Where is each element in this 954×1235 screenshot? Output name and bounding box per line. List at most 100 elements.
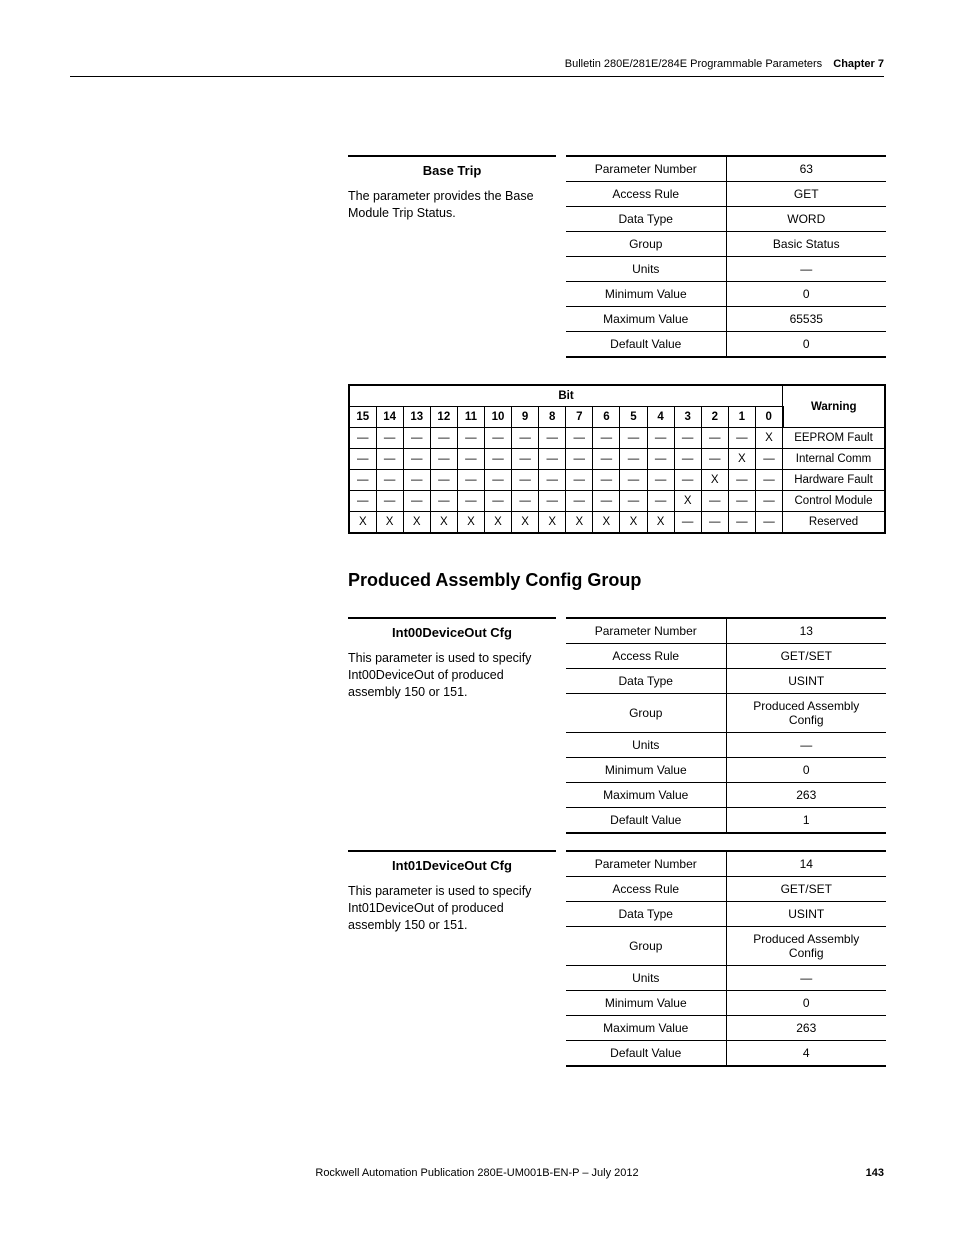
param-int00-right: Parameter Number13Access RuleGET/SETData… (566, 617, 886, 834)
warning-cell: Internal Comm (783, 449, 886, 470)
param-basetrip-right: Parameter Number63Access RuleGETData Typ… (566, 155, 886, 358)
attr-row: Access RuleGET (566, 182, 886, 207)
bit-cell: — (539, 428, 566, 449)
attr-key: Minimum Value (566, 282, 726, 307)
bit-col-header: 2 (701, 407, 728, 428)
bit-cell: — (620, 470, 647, 491)
attr-row: Maximum Value263 (566, 783, 886, 808)
footer: Rockwell Automation Publication 280E-UM0… (0, 1167, 954, 1179)
bit-row: ——————————————X—Internal Comm (349, 449, 885, 470)
param-basetrip-left: Base Trip The parameter provides the Bas… (348, 155, 566, 358)
bit-cell: — (755, 449, 782, 470)
bit-cell: — (728, 470, 755, 491)
bit-cell: X (457, 512, 484, 534)
bit-col-header: 15 (349, 407, 376, 428)
param-int01-name: Int01DeviceOut Cfg (348, 850, 556, 879)
bit-cell: — (755, 512, 782, 534)
attr-row: Default Value4 (566, 1041, 886, 1067)
warning-header: Warning (783, 385, 886, 428)
attr-value: 4 (726, 1041, 886, 1067)
attr-value: 13 (726, 618, 886, 644)
bit-cell: — (566, 449, 593, 470)
bit-table: Bit Warning 1514131211109876543210 —————… (348, 384, 886, 534)
attr-key: Maximum Value (566, 783, 726, 808)
attr-value: 63 (726, 156, 886, 182)
bit-cell: — (484, 470, 511, 491)
attr-value: USINT (726, 669, 886, 694)
attr-key: Default Value (566, 808, 726, 834)
attr-value: 14 (726, 851, 886, 877)
param-int01-table: Parameter Number14Access RuleGET/SETData… (566, 850, 886, 1067)
attr-value: GET (726, 182, 886, 207)
attr-row: Default Value0 (566, 332, 886, 358)
bit-col-header: 0 (755, 407, 782, 428)
attr-row: GroupProduced Assembly Config (566, 694, 886, 733)
bit-cell: — (674, 428, 701, 449)
param-int01-left: Int01DeviceOut Cfg This parameter is use… (348, 850, 566, 1067)
breadcrumb: Bulletin 280E/281E/284E Programmable Par… (565, 58, 822, 70)
bit-cell: X (349, 512, 376, 534)
attr-key: Group (566, 927, 726, 966)
bit-cell: — (484, 428, 511, 449)
bit-cell: — (512, 491, 539, 512)
bit-cell: — (457, 428, 484, 449)
attr-row: GroupBasic Status (566, 232, 886, 257)
bit-cell: — (755, 470, 782, 491)
bit-col-header: 13 (403, 407, 430, 428)
attr-key: Parameter Number (566, 851, 726, 877)
bit-row: ————————————X———Control Module (349, 491, 885, 512)
bit-cell: — (674, 449, 701, 470)
bit-cell: — (701, 428, 728, 449)
bit-cell: — (728, 512, 755, 534)
bit-cell: — (349, 491, 376, 512)
bit-cell: — (376, 449, 403, 470)
bit-cell: — (403, 428, 430, 449)
bit-cell: — (620, 428, 647, 449)
attr-key: Data Type (566, 669, 726, 694)
bit-cell: — (593, 449, 620, 470)
attr-value: 0 (726, 282, 886, 307)
attr-row: Access RuleGET/SET (566, 644, 886, 669)
bit-cell: X (755, 428, 782, 449)
bit-cell: — (430, 491, 457, 512)
param-int00: Int00DeviceOut Cfg This parameter is use… (348, 617, 886, 834)
param-int00-tbody: Parameter Number13Access RuleGET/SETData… (566, 618, 886, 833)
warning-cell: Control Module (783, 491, 886, 512)
bit-cell: X (512, 512, 539, 534)
bit-cell: X (403, 512, 430, 534)
attr-value: Basic Status (726, 232, 886, 257)
bit-cell: — (566, 470, 593, 491)
bit-cell: — (349, 428, 376, 449)
section-heading: Produced Assembly Config Group (348, 570, 886, 591)
bit-col-header: 4 (647, 407, 674, 428)
attr-value: GET/SET (726, 644, 886, 669)
attr-key: Parameter Number (566, 618, 726, 644)
bit-cell: — (539, 470, 566, 491)
bit-cell: X (593, 512, 620, 534)
bit-col-header: 14 (376, 407, 403, 428)
attr-row: Maximum Value65535 (566, 307, 886, 332)
bit-row: —————————————X——Hardware Fault (349, 470, 885, 491)
attr-value: Produced Assembly Config (726, 694, 886, 733)
content-region: Base Trip The parameter provides the Bas… (348, 155, 886, 1083)
bit-cell: X (674, 491, 701, 512)
bit-cell: X (620, 512, 647, 534)
attr-key: Minimum Value (566, 991, 726, 1016)
param-basetrip-tbody: Parameter Number63Access RuleGETData Typ… (566, 156, 886, 357)
bit-row: XXXXXXXXXXXX————Reserved (349, 512, 885, 534)
attr-key: Maximum Value (566, 307, 726, 332)
attr-key: Data Type (566, 902, 726, 927)
attr-value: — (726, 966, 886, 991)
param-basetrip-desc: The parameter provides the Base Module T… (348, 184, 556, 222)
bit-col-header: 9 (512, 407, 539, 428)
param-int00-table: Parameter Number13Access RuleGET/SETData… (566, 617, 886, 834)
bit-row: ———————————————XEEPROM Fault (349, 428, 885, 449)
header-rule (70, 76, 884, 77)
attr-value: — (726, 257, 886, 282)
attr-key: Access Rule (566, 182, 726, 207)
attr-key: Units (566, 966, 726, 991)
attr-value: 0 (726, 332, 886, 358)
attr-value: Produced Assembly Config (726, 927, 886, 966)
bit-cell: — (647, 491, 674, 512)
attr-row: Access RuleGET/SET (566, 877, 886, 902)
